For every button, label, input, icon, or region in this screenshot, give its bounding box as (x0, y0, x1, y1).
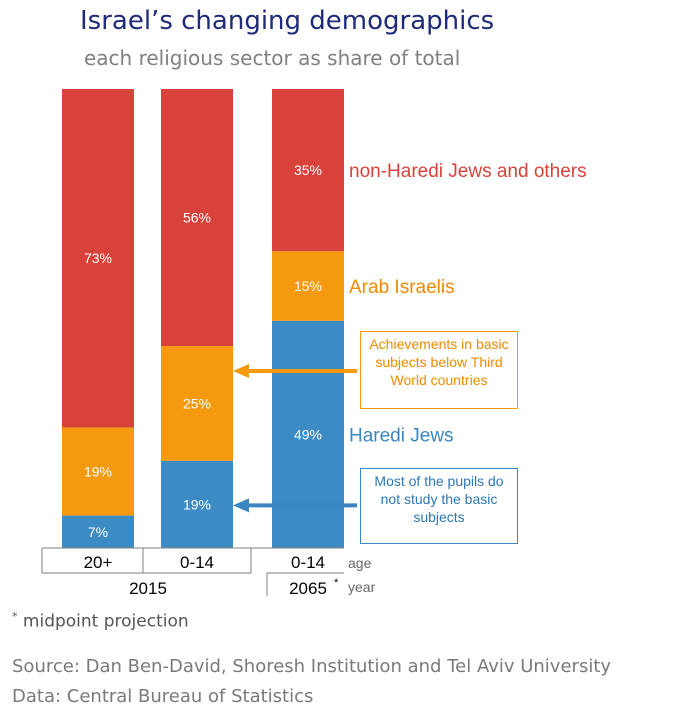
bar-nonharedi-3 (272, 89, 344, 252)
year-label-2015: 2015 (129, 579, 167, 598)
data-label-arab-2: 25% (183, 395, 211, 411)
legend-arab: Arab Israelis (349, 277, 455, 298)
footnote: * midpoint projection (12, 610, 189, 632)
callout-basic-subjects: Most of the pupils do not study the basi… (360, 468, 518, 544)
bar-nonharedi-1 (62, 89, 134, 428)
arrow-orange-head (233, 364, 249, 379)
source-block: Source: Dan Ben-David, Shoresh Instituti… (12, 652, 611, 712)
data-label-haredi-2: 19% (183, 496, 211, 512)
bar-haredi-1 (62, 515, 134, 548)
age-tick-label-2: 0-14 (180, 553, 214, 572)
legend-haredi: Haredi Jews (349, 425, 454, 446)
bar-haredi-3 (272, 320, 344, 548)
axis-suffix-age: age (348, 555, 372, 571)
age-tick-label-3: 0-14 (291, 553, 325, 572)
arrow-blue-head (233, 498, 249, 513)
bar-arab-1 (62, 427, 134, 516)
year-label-2065: 2065 (289, 579, 327, 598)
footnote-text: midpoint projection (22, 611, 189, 632)
callout-achievements: Achievements in basic subjects below Thi… (360, 331, 518, 409)
data-label-nonharedi-3: 35% (294, 162, 322, 178)
bar-nonharedi-2 (161, 89, 233, 347)
footnote-mark: * (12, 610, 18, 623)
data-line: Data: Central Bureau of Statistics (12, 686, 314, 707)
bar-haredi-2 (161, 460, 233, 548)
year-footnote-mark: * (334, 577, 339, 589)
chart-subtitle: each religious sector as share of total (84, 46, 461, 70)
age-tick-label-1: 20+ (84, 553, 113, 572)
data-label-nonharedi-1: 73% (84, 250, 112, 266)
data-label-arab-3: 15% (294, 278, 322, 294)
axis-suffix-year: year (348, 579, 376, 595)
data-label-haredi-1: 7% (88, 524, 108, 540)
data-label-arab-1: 19% (84, 464, 112, 480)
bar-arab-2 (161, 346, 233, 461)
data-label-haredi-3: 49% (294, 426, 322, 442)
data-label-nonharedi-2: 56% (183, 210, 211, 226)
bar-arab-3 (272, 251, 344, 321)
legend-nonharedi: non-Haredi Jews and others (349, 161, 587, 182)
source-line: Source: Dan Ben-David, Shoresh Instituti… (12, 656, 612, 677)
chart-title: Israel’s changing demographics (80, 6, 495, 36)
